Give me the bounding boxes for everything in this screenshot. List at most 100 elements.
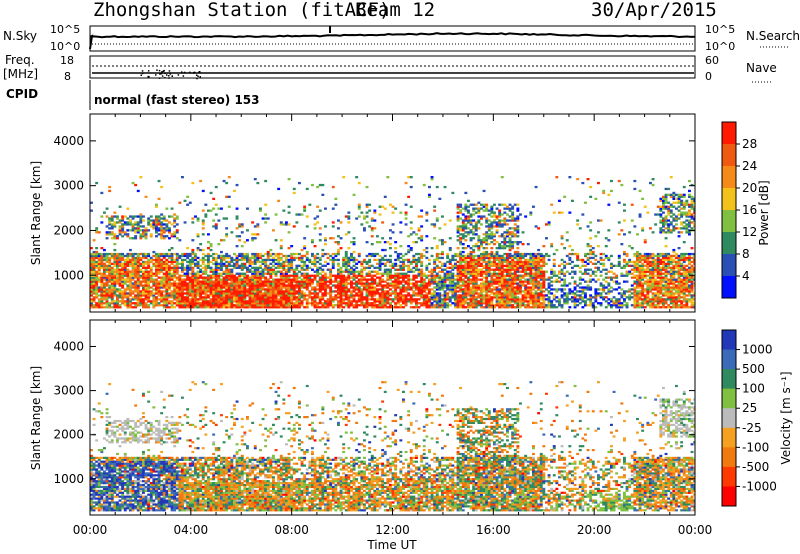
heatmap-cell [407,278,411,281]
heatmap-cell [274,298,278,301]
heatmap-cell [113,286,117,289]
heatmap-cell [516,302,520,305]
heatmap-cell [287,205,291,208]
heatmap-cell [170,294,174,297]
heatmap-cell [149,225,153,228]
heatmap-cell [407,250,411,254]
heatmap-cell [108,256,112,260]
heatmap-cell [391,306,395,309]
heatmap-cell [201,260,205,264]
heatmap-cell [121,282,125,285]
heatmap-cell [230,298,234,301]
heatmap-cell [508,233,512,236]
heatmap-cell [227,270,231,273]
heatmap-cell [360,278,364,281]
heatmap-cell [454,286,457,289]
heatmap-cell [443,294,447,297]
heatmap-cell [129,300,132,303]
heatmap-cell [225,274,229,277]
heatmap-cell [160,260,164,264]
heatmap-cell [316,304,320,307]
heatmap-cell [264,306,268,309]
heatmap-cell [506,304,509,307]
heatmap-cell [321,304,325,307]
heatmap-cell [459,237,463,240]
heatmap-cell [123,254,127,258]
heatmap-cell [417,256,421,260]
heatmap-cell [526,280,530,283]
heatmap-cell [186,300,190,303]
heatmap-cell [347,258,351,262]
heatmap-cell [136,296,140,299]
heatmap-cell [412,286,416,289]
heatmap-cell [537,252,541,256]
heatmap-cell [170,282,174,285]
heatmap-cell [212,274,216,277]
heatmap-cell [253,266,257,269]
heatmap-cell [113,235,117,238]
heatmap-cell [516,298,520,301]
heatmap-cell [168,274,171,277]
heatmap-cell [352,276,356,279]
heatmap-cell [422,278,426,281]
heatmap-cell [149,260,153,264]
heatmap-cell [204,270,208,273]
heatmap-cell [209,298,213,301]
heatmap-cell [95,270,99,273]
heatmap-cell [136,302,140,305]
heatmap-cell [521,262,525,265]
heatmap-cell [448,288,452,291]
heatmap-cell [337,272,340,275]
heatmap-cell [396,268,400,271]
heatmap-cell [126,264,130,267]
heatmap-cell [433,237,437,240]
heatmap-cell [508,290,512,293]
heatmap-cell [365,274,369,277]
heatmap-cell [370,278,374,281]
heatmap-cell [305,268,309,271]
heatmap-cell [92,239,96,242]
heatmap-cell [162,286,166,289]
heatmap-cell [129,286,132,289]
heatmap-cell [251,239,255,242]
heatmap-cell [370,294,374,297]
heatmap-cell [321,296,325,299]
heatmap-cell [438,306,442,309]
heatmap-cell [500,262,504,265]
heatmap-cell [391,223,395,226]
heatmap-cell [199,296,203,299]
heatmap-cell [493,258,496,262]
heatmap-cell [394,250,398,254]
heatmap-cell [269,268,273,271]
heatmap-cell [97,264,101,267]
heatmap-cell [503,292,507,295]
heatmap-cell [456,211,460,214]
heatmap-cell [467,199,470,202]
heatmap-cell [142,270,145,273]
heatmap-cell [295,266,299,269]
heatmap-cell [155,231,158,234]
heatmap-cell [188,280,192,283]
heatmap-cell [495,298,499,301]
heatmap-cell [498,260,502,264]
heatmap-cell [303,280,307,283]
heatmap-cell [474,286,478,289]
heatmap-cell [160,270,164,273]
heatmap-cell [207,278,210,281]
heatmap-cell [433,262,437,265]
heatmap-cell [545,306,548,309]
heatmap-cell [285,223,288,226]
heatmap-cell [532,264,535,267]
heatmap-cell [108,266,112,269]
heatmap-cell [214,298,218,301]
heatmap-cell [368,278,372,281]
heatmap-cell [363,268,366,271]
heatmap-cell [521,296,525,299]
heatmap-cell [547,304,551,307]
heatmap-cell [175,272,179,275]
heatmap-cell [365,203,369,206]
heatmap-cell [251,300,255,303]
heatmap-cell [370,229,374,232]
heatmap-cell [326,256,330,260]
heatmap-cell [487,280,491,283]
